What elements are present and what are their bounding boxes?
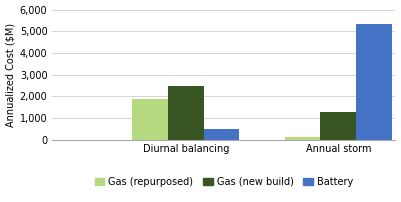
Bar [356,24,392,140]
Bar [204,129,239,140]
Y-axis label: Annualized Cost ($M): Annualized Cost ($M) [6,22,16,127]
Bar [132,100,168,140]
Bar [320,113,356,140]
Legend: Gas (repurposed), Gas (new build), Battery: Gas (repurposed), Gas (new build), Batte… [91,173,357,191]
Bar [168,86,204,140]
Bar [285,137,320,140]
